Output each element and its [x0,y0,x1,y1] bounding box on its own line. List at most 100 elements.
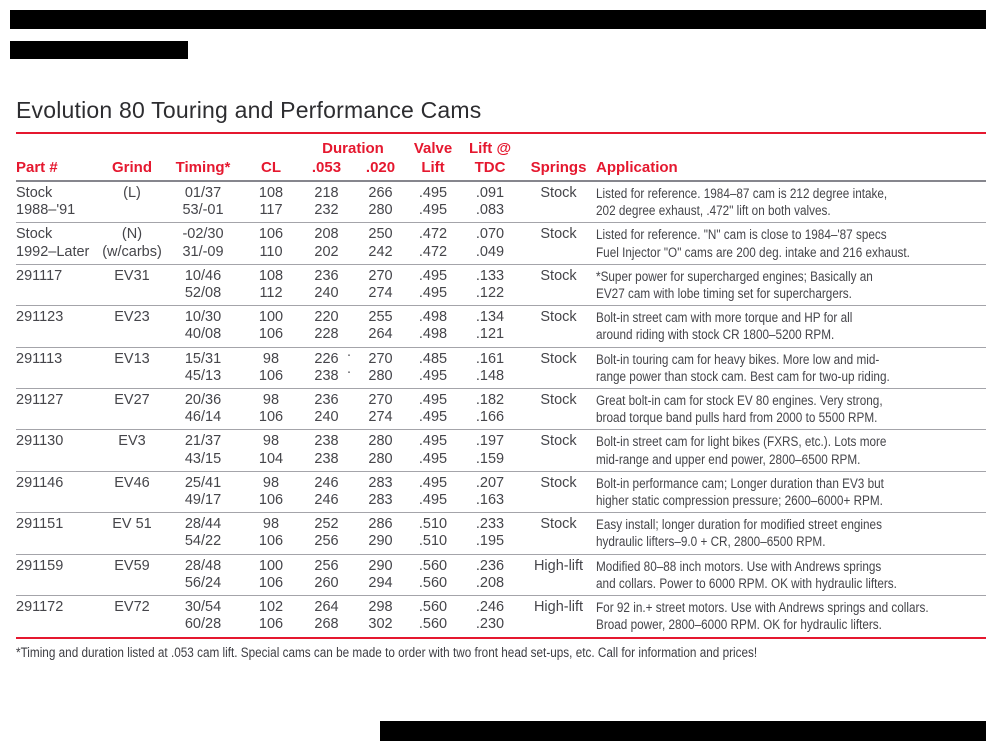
cell-cl: 98 104 [258,433,284,467]
cell-timing: 28/48 56/24 [184,557,222,591]
header-spacer [596,134,986,158]
header-spacer [101,134,163,158]
cell-lift-tdc: .070.049 [475,226,505,260]
header-part: Part # [16,158,101,182]
cell-duration-020: 270 274 [368,267,393,302]
cell-application: Listed for reference. 1984–87 cam is 212… [596,186,888,219]
cell-valve-lift: .498.498 [418,309,448,343]
cell-timing: -02/30 31/-09 [182,226,224,260]
cell-valve-lift: .495.495 [418,474,448,509]
cell-duration-053: 220 228 [314,309,339,343]
cell-part: 291113 [16,350,63,367]
cell-lift-tdc: .233.195 [475,516,505,550]
cell-springs: Stock [540,185,577,201]
cell-lift-tdc: .091.083 [475,185,505,219]
table-row: Stock 1992–Later (N) (w/carbs) -02/30 31/-09 1… [16,223,986,265]
cell-lift-tdc: .134.121 [475,309,505,343]
header-springs: Springs [521,158,597,182]
cam-table-section: Evolution 80 Touring and Performance Cam… [16,97,986,661]
cell-valve-lift: .560.560 [418,557,448,591]
cell-duration-053: 236 240 [314,392,339,426]
cell-lift-tdc: .133.122 [475,267,505,302]
cell-springs: Stock [540,433,577,450]
cell-application: Bolt-in performance cam; Longer duration… [596,475,884,509]
cell-part: 291159 [16,557,64,574]
cell-grind: EV13 [114,350,150,367]
cell-timing: 21/37 43/15 [184,433,222,467]
cell-application: Modified 80–88 inch motors. Use with And… [596,558,897,591]
cell-duration-053: 218 232 [314,185,339,219]
header-spacer [243,134,299,158]
scan-artifact-dots: . . [347,344,351,378]
redaction-bar-top-left [10,41,188,59]
footnote: *Timing and duration listed at .053 cam … [16,645,758,661]
title-rule [16,132,986,134]
table-row: 291113 EV13 15/31 45/13 98 106 226 238 270 280 .48… [16,347,986,389]
table-row: 291117 EV31 10/46 52/08 108 112 236 240 270 274 .4… [16,264,986,306]
cell-duration-053: 208 202 [314,226,339,260]
cell-duration-053: 252 256 [314,516,339,550]
cell-part: 291117 [16,267,63,284]
header-valve-lift: Lift [407,158,460,182]
cell-duration-020: 270 280 [368,350,393,384]
table-bottom-rule [16,637,986,640]
table-row: 291172 EV72 30/54 60/28 102 106 264 268 298 302 .5… [16,596,986,637]
cell-cl: 102 106 [258,599,284,633]
header-grind: Grind [101,158,163,182]
cell-duration-020: 283 283 [368,474,393,509]
cell-part: 291130 [16,433,64,450]
table-header: Duration Valve Lift @ Part # Grind Timin… [16,134,986,182]
cell-duration-020: 255 264 [368,309,393,343]
cell-cl: 100 106 [258,557,284,591]
cell-grind: EV23 [114,309,150,326]
cell-timing: 10/30 40/08 [184,309,222,343]
cell-part: Stock 1992–Later [16,226,90,260]
cell-springs: Stock [540,474,577,491]
cell-grind: EV 51 [112,516,152,533]
header-valve-top: Valve [413,140,453,157]
cell-application: *Super power for supercharged engines; B… [596,268,873,302]
cell-grind: EV59 [114,557,150,574]
cell-valve-lift: .560.560 [418,599,448,633]
cell-duration-053: 246 246 [314,474,339,509]
cell-lift-tdc: .197.159 [475,433,505,467]
cell-timing: 30/54 60/28 [184,599,222,633]
cell-lift-tdc: .161.148 [475,350,505,384]
cell-application: For 92 in.+ street motors. Use with Andr… [596,600,929,633]
redaction-bar-top [10,10,986,29]
cell-duration-053: 264 268 [314,599,339,633]
cell-timing: 25/41 49/17 [184,474,222,509]
cell-springs: High-lift [533,557,584,574]
cell-valve-lift: .495.495 [418,392,448,426]
cell-springs: Stock [540,392,577,409]
cell-grind: (N) (w/carbs) [102,226,162,260]
scan-speck: . [347,361,352,378]
cell-duration-053: 236 240 [314,267,339,302]
cell-timing: 10/46 52/08 [184,267,222,302]
table-body: Stock 1988–'91 (L) 01/37 53/-01 108 117 218 232 2… [16,181,986,636]
cell-part: 291123 [16,309,64,326]
cell-application: Bolt-in street cam with more torque and … [596,310,853,343]
table-row: 291130 EV3 21/37 43/15 98 104 238 238 280 280 .495… [16,430,986,472]
cell-application: Easy install; longer duration for modifi… [596,517,882,550]
cell-grind: EV46 [114,474,150,491]
cell-application: Bolt-in touring cam for heavy bikes. Mor… [596,351,890,384]
cam-spec-table: Duration Valve Lift @ Part # Grind Timin… [16,134,986,636]
cell-timing: 01/37 53/-01 [182,185,224,219]
table-row: 291146 EV46 25/41 49/17 98 106 246 246 283 283 .49… [16,471,986,513]
cell-grind: EV72 [114,599,150,616]
cell-timing: 15/31 45/13 [184,350,222,384]
cell-duration-020: 290 294 [368,557,393,591]
cell-duration-053: 256 260 [314,557,339,591]
cell-valve-lift: .510.510 [418,516,448,550]
cell-duration-053: 226 238 [314,350,339,384]
cell-part: 291146 [16,474,64,491]
cell-application: Bolt-in street cam for light bikes (FXRS… [596,434,887,467]
cell-cl: 98 106 [258,516,284,550]
cell-duration-020: 270 274 [368,392,393,426]
cell-valve-lift: .495.495 [418,185,448,219]
cell-part: 291151 [16,516,64,533]
table-row: Stock 1988–'91 (L) 01/37 53/-01 108 117 218 232 2… [16,181,986,223]
header-timing: Timing* [163,158,243,182]
